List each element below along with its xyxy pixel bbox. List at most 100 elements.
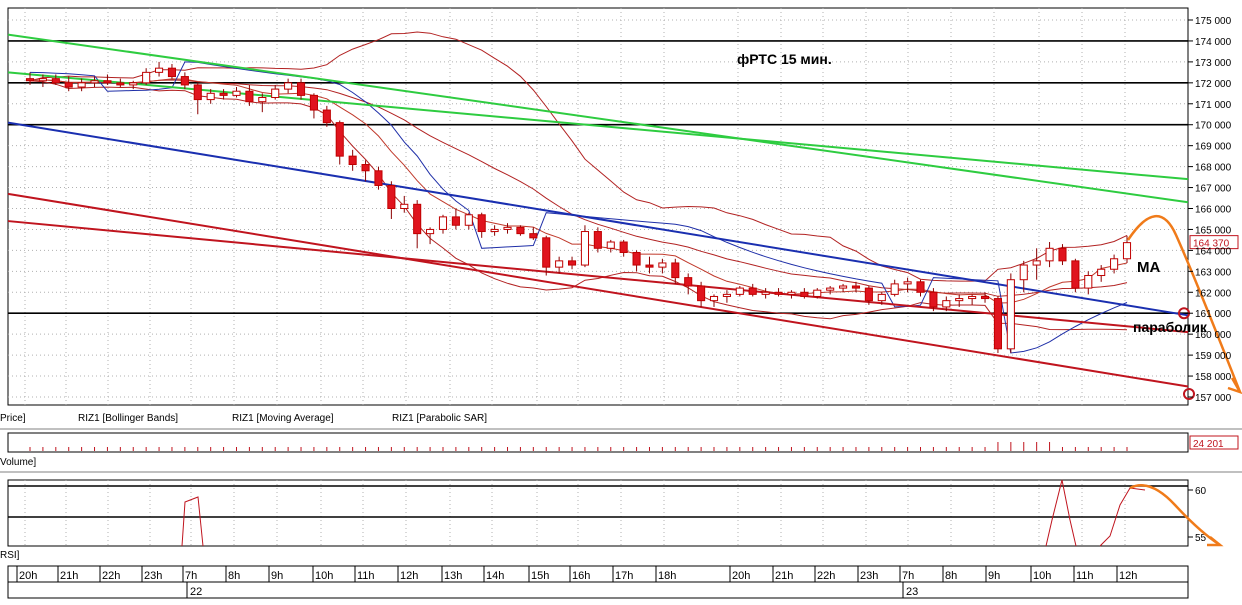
rsi-line-segment	[1045, 479, 1077, 547]
candle-body	[813, 289, 822, 297]
hour-label: 7h	[902, 570, 914, 582]
candle-body	[413, 203, 422, 235]
annotation-parabolic: параболик	[1133, 319, 1208, 335]
candle-body	[51, 78, 60, 84]
candle-body	[1058, 247, 1067, 262]
y-tick-label: 167 000	[1195, 184, 1232, 195]
chart-title: фРТС 15 мин.	[737, 51, 832, 67]
candle-body	[774, 291, 783, 295]
candle-body	[64, 82, 73, 88]
red-trendline-lower	[7, 192, 1189, 388]
candle-body	[877, 293, 886, 302]
hour-label: 7h	[185, 570, 197, 582]
candle-body	[709, 295, 719, 302]
y-tick-label: 166 000	[1195, 205, 1232, 216]
candle-body	[464, 214, 473, 226]
y-tick-label: 165 000	[1195, 225, 1232, 236]
candle-body	[167, 67, 177, 78]
y-tick-label: 158 000	[1195, 372, 1232, 383]
volume-last-value: 24 201	[1193, 439, 1224, 450]
candle-body	[632, 251, 641, 266]
candle-body	[232, 90, 241, 96]
hour-label: 11h	[357, 570, 375, 582]
hour-label: 13h	[444, 570, 462, 582]
hour-label: 18h	[658, 570, 676, 582]
candle-body	[206, 92, 215, 101]
candle-body	[438, 216, 448, 230]
candle-body	[684, 277, 693, 287]
hour-label: 21h	[775, 570, 793, 582]
candle-body	[993, 298, 1002, 350]
candle-body	[284, 82, 293, 90]
candle-body	[748, 287, 757, 295]
candle-body	[477, 214, 486, 233]
candle-body	[296, 82, 306, 96]
candle-body	[1110, 258, 1119, 270]
last-price-box	[1189, 235, 1239, 250]
legend-bollinger: RIZ1 [Bollinger Bands]	[78, 413, 178, 424]
candle-body	[129, 82, 138, 86]
green-trendline-lower	[7, 71, 1189, 181]
y-tick-label: 164 000	[1195, 246, 1232, 257]
candle-body	[529, 233, 538, 239]
candle-body	[826, 287, 835, 291]
candle-body	[890, 283, 899, 295]
candle-body	[761, 291, 770, 295]
candle-body	[245, 90, 254, 103]
candle-body	[671, 262, 680, 279]
y-tick-label: 174 000	[1195, 37, 1232, 48]
candle-body	[800, 291, 809, 297]
candle-body	[258, 96, 267, 103]
candle-body	[606, 241, 615, 249]
rsi-tick-label: 55	[1195, 533, 1207, 544]
y-tick-label: 173 000	[1195, 58, 1232, 69]
candle-body	[658, 262, 667, 268]
candle-body	[942, 300, 951, 308]
date-label: 22	[190, 586, 202, 598]
candle-body	[593, 231, 602, 249]
y-tick-label: 171 000	[1195, 100, 1232, 111]
candle-body	[1071, 260, 1080, 289]
candle-body	[968, 295, 977, 300]
legend-parabolic-sar: RIZ1 [Parabolic SAR]	[392, 413, 487, 424]
y-tick-label: 170 000	[1195, 121, 1232, 132]
candle-body	[77, 82, 86, 88]
candle-body	[903, 281, 912, 285]
hour-label: 8h	[945, 570, 957, 582]
rsi-line-segment	[181, 496, 204, 547]
candle-body	[1019, 264, 1028, 281]
candle-body	[567, 260, 577, 266]
y-tick-label: 168 000	[1195, 163, 1232, 174]
candle-body	[116, 82, 125, 86]
hour-label: 10h	[315, 570, 333, 582]
rsi-tick-label: 60	[1195, 486, 1207, 497]
y-tick-label: 161 000	[1195, 309, 1232, 320]
candle-body	[839, 285, 848, 289]
candle-body	[142, 71, 151, 84]
candle-body	[361, 164, 370, 172]
candle-body	[735, 287, 744, 295]
hour-label: 15h	[531, 570, 549, 582]
candle-body	[955, 298, 964, 302]
candle-body	[451, 216, 460, 226]
hour-label: 9h	[271, 570, 283, 582]
candle-body	[387, 184, 396, 209]
hour-label: 20h	[19, 570, 37, 582]
candle-body	[697, 285, 706, 302]
orange-projection-curve	[1126, 215, 1242, 393]
red-trendline-upper	[7, 220, 1189, 334]
y-tick-label: 157 000	[1195, 393, 1232, 404]
candle-body	[645, 264, 654, 268]
volume-last-box	[1189, 435, 1239, 450]
candle-body	[426, 228, 435, 235]
hour-label: 10h	[1033, 570, 1051, 582]
hour-label: 16h	[572, 570, 590, 582]
moving-average-line	[29, 78, 1128, 304]
candle-body	[219, 92, 228, 96]
candle-body	[542, 237, 551, 268]
hour-label: 17h	[615, 570, 633, 582]
y-tick-label: 169 000	[1195, 142, 1232, 153]
candle-body	[193, 84, 202, 101]
lower-marker-circle	[1183, 388, 1195, 400]
